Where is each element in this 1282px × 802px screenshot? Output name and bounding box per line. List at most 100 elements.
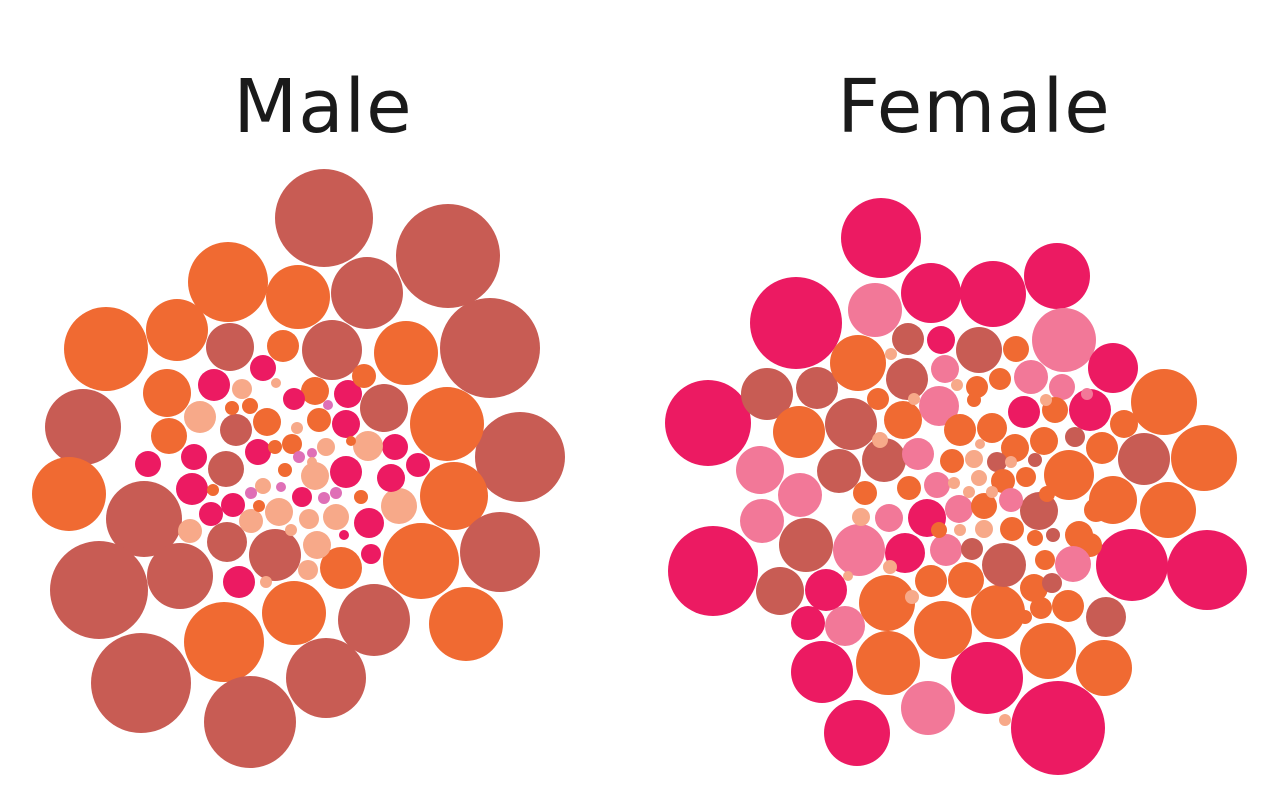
male-bubble-33: [360, 384, 408, 432]
female-bubble-101: [975, 520, 993, 538]
female-bubble-104: [954, 524, 966, 536]
female-bubble-20: [1167, 530, 1247, 610]
female-bubble-41: [779, 518, 833, 572]
male-bubble-75: [268, 440, 282, 454]
male-bubble-10: [206, 323, 254, 371]
female-bubble-66: [1086, 597, 1126, 637]
female-bubble-120: [908, 393, 920, 405]
male-bubble-77: [255, 478, 271, 494]
male-bubble-72: [298, 560, 318, 580]
female-bubble-83: [930, 534, 962, 566]
male-bubble-18: [50, 541, 148, 639]
female-bubble-88: [852, 508, 870, 526]
male-bubble-89: [271, 378, 281, 388]
female-bubble-81: [982, 543, 1026, 587]
female-bubble-19: [1140, 482, 1196, 538]
female-bubble-84: [961, 538, 983, 560]
female-bubble-51: [977, 413, 1007, 443]
male-bubble-20: [147, 543, 213, 609]
female-bubble-2: [901, 263, 961, 323]
male-bubble-21: [429, 587, 503, 661]
male-bubble-16: [420, 462, 488, 530]
male-bubble-46: [332, 410, 360, 438]
male-bubble-68: [303, 531, 331, 559]
female-bubble-93: [965, 450, 983, 468]
female-bubble-71: [951, 642, 1023, 714]
male-bubble-85: [253, 500, 265, 512]
male-bubble-40: [301, 377, 329, 405]
male-bubble-76: [278, 463, 292, 477]
male-bubble-78: [317, 438, 335, 456]
female-bubble-5: [848, 283, 902, 337]
male-bubble-8: [374, 321, 438, 385]
female-bubble-7: [1088, 343, 1138, 393]
male-bubble-3: [331, 257, 403, 329]
male-bubble-82: [207, 484, 219, 496]
female-bubble-4: [1024, 243, 1090, 309]
male-bubble-27: [204, 676, 296, 768]
female-bubble-80: [948, 562, 984, 598]
female-bubble-115: [905, 590, 919, 604]
male-bubble-53: [208, 451, 244, 487]
female-bubble-25: [778, 473, 822, 517]
female-bubble-102: [1027, 530, 1043, 546]
female-bubble-21: [1096, 529, 1168, 601]
male-bubble-13: [45, 389, 121, 465]
female-bubble-125: [1028, 453, 1042, 467]
male-bubble-41: [352, 364, 376, 388]
female-bubble-99: [971, 493, 997, 519]
male-bubble-83: [276, 482, 286, 492]
male-bubble-32: [320, 547, 362, 589]
female-bubble-92: [940, 449, 964, 473]
male-bubble-29: [151, 418, 187, 454]
female-bubble-119: [931, 522, 947, 538]
female-bubble-52: [1008, 396, 1040, 428]
female-bubble-10: [796, 367, 838, 409]
male-bubble-42: [184, 401, 216, 433]
male-bubble-81: [245, 487, 257, 499]
male-bubble-12: [410, 387, 484, 461]
male-bubble-7: [146, 299, 208, 361]
male-bubble-87: [307, 448, 317, 458]
male-bubble-26: [286, 638, 366, 718]
male-bubble-19: [383, 523, 459, 599]
female-bubble-31: [931, 355, 959, 383]
male-bubble-23: [262, 581, 326, 645]
female-bubble-42: [756, 567, 804, 615]
male-bubble-37: [334, 380, 362, 408]
male-bubble-90: [323, 400, 333, 410]
male-bubble-22: [338, 584, 410, 656]
female-bubble-122: [1081, 388, 1093, 400]
female-bubble-12: [892, 323, 924, 355]
male-bubble-39: [232, 379, 252, 399]
female-bubble-49: [902, 438, 934, 470]
male-bubble-6: [64, 307, 148, 391]
male-bubble-47: [307, 408, 331, 432]
female-bubble-61: [1055, 546, 1091, 582]
female-bubble-cluster: [665, 198, 1247, 775]
female-bubble-95: [987, 452, 1007, 472]
female-bubble-59: [1084, 498, 1108, 522]
female-bubble-56: [1001, 434, 1029, 462]
female-bubble-48: [862, 438, 906, 482]
female-bubble-3: [960, 261, 1026, 327]
female-bubble-75: [791, 641, 853, 703]
female-bubble-45: [825, 606, 865, 646]
female-bubble-13: [927, 326, 955, 354]
female-bubble-33: [989, 368, 1011, 390]
female-bubble-36: [1069, 389, 1111, 431]
female-bubble-64: [1042, 573, 1062, 593]
male-bubble-1: [396, 204, 500, 308]
female-bubble-1: [750, 277, 842, 369]
female-bubble-78: [859, 575, 915, 631]
female-bubble-96: [991, 469, 1015, 493]
female-bubble-0: [841, 198, 921, 278]
male-bubble-69: [361, 544, 381, 564]
male-bubble-92: [318, 492, 330, 504]
male-bubble-59: [301, 462, 329, 490]
male-bubble-62: [239, 509, 263, 533]
male-bubble-74: [242, 398, 258, 414]
male-bubble-91: [307, 457, 317, 467]
male-bubble-54: [176, 473, 208, 505]
female-bubble-68: [1030, 597, 1052, 619]
